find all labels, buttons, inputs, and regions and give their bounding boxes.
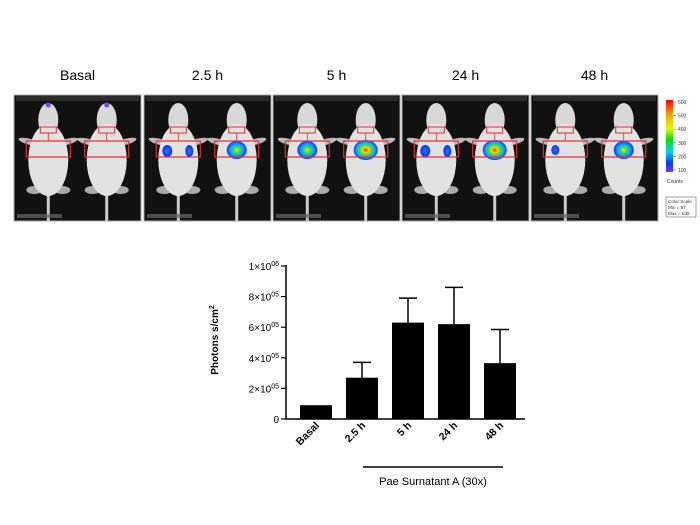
color-scale-min: Min = 87 (668, 205, 686, 210)
image-id-text (405, 214, 450, 218)
roi-rectangle (25, 140, 71, 158)
imaging-panel: 2.5 h (143, 67, 272, 222)
mouse (277, 103, 337, 221)
x-tick-label: 2.5 h (343, 420, 368, 445)
roi-rectangle (214, 140, 260, 158)
mouse (148, 103, 208, 221)
mouse (594, 103, 654, 221)
panel-label: 5 h (327, 67, 346, 83)
panel-label: 48 h (581, 67, 608, 83)
y-tick-label: 4×1005 (249, 353, 279, 365)
image-id-text (276, 214, 321, 218)
x-tick-label: Basal (294, 420, 322, 448)
color-scale-tick: 300 (678, 141, 687, 147)
color-scale-bar (666, 100, 673, 172)
imaging-panels: Basal 2.5 h 5 h 24 h 48 h (13, 67, 659, 222)
imaging-panel: 24 h (401, 67, 530, 222)
mouse (336, 103, 396, 221)
y-tick-label: 0 (273, 415, 279, 426)
bar (300, 405, 332, 419)
mouse (535, 103, 595, 221)
panel-label: 24 h (452, 67, 479, 83)
roi-rectangle (284, 140, 330, 158)
roi-rectangle (413, 140, 459, 158)
roi-rectangle (472, 140, 518, 158)
panel-label: Basal (60, 67, 95, 83)
color-scale-tick: 600 (678, 100, 687, 106)
bar (346, 377, 378, 419)
mouse (406, 103, 466, 221)
bar (392, 322, 424, 419)
roi-rectangle (542, 140, 588, 158)
x-tick-label: 5 h (395, 420, 414, 439)
color-scale-tick: 100 (678, 168, 687, 174)
panel-label: 2.5 h (192, 67, 223, 83)
image-id-text (534, 214, 579, 218)
color-scale-box (665, 196, 697, 218)
roi-rectangle (601, 140, 647, 158)
imaging-panel: 5 h (272, 67, 401, 222)
bar-chart: Photons s/cm2 0 2×1005 4×1005 6×1005 8×1005 1… (209, 261, 525, 488)
x-tick-label: 24 h (437, 420, 460, 443)
image-id-text (17, 214, 62, 218)
y-axis-label: Photons s/cm2 (209, 305, 221, 375)
y-tick-label: 1×1006 (249, 261, 279, 273)
mouse (207, 103, 267, 221)
imaging-panel: 48 h (530, 67, 659, 222)
color-scale-box-title: Color Scale (668, 199, 692, 204)
group-label: Pae Surnatant A (30x) (379, 476, 487, 488)
color-scale-tick: 200 (678, 154, 687, 160)
bar (438, 324, 470, 419)
bar (484, 363, 516, 419)
x-tick-label: 48 h (483, 420, 506, 443)
image-id-text (147, 214, 192, 218)
mouse (77, 102, 137, 221)
y-tick-label: 2×1005 (249, 383, 279, 395)
imaging-panel: Basal (13, 67, 142, 222)
roi-rectangle (84, 140, 130, 158)
mouse (465, 103, 525, 221)
color-scale-units: Counts (667, 179, 683, 185)
color-scale-tick: 500 (678, 114, 687, 120)
y-tick-label: 8×1005 (249, 292, 279, 304)
color-scale-max: Max = 636 (668, 211, 690, 216)
color-scale-tick: 400 (678, 127, 687, 133)
roi-rectangle (343, 140, 389, 158)
roi-rectangle (155, 140, 201, 158)
y-tick-label: 6×1005 (249, 322, 279, 334)
color-scale: 600 500 400 300 200 100 Counts Color Scale Mi… (665, 100, 697, 218)
